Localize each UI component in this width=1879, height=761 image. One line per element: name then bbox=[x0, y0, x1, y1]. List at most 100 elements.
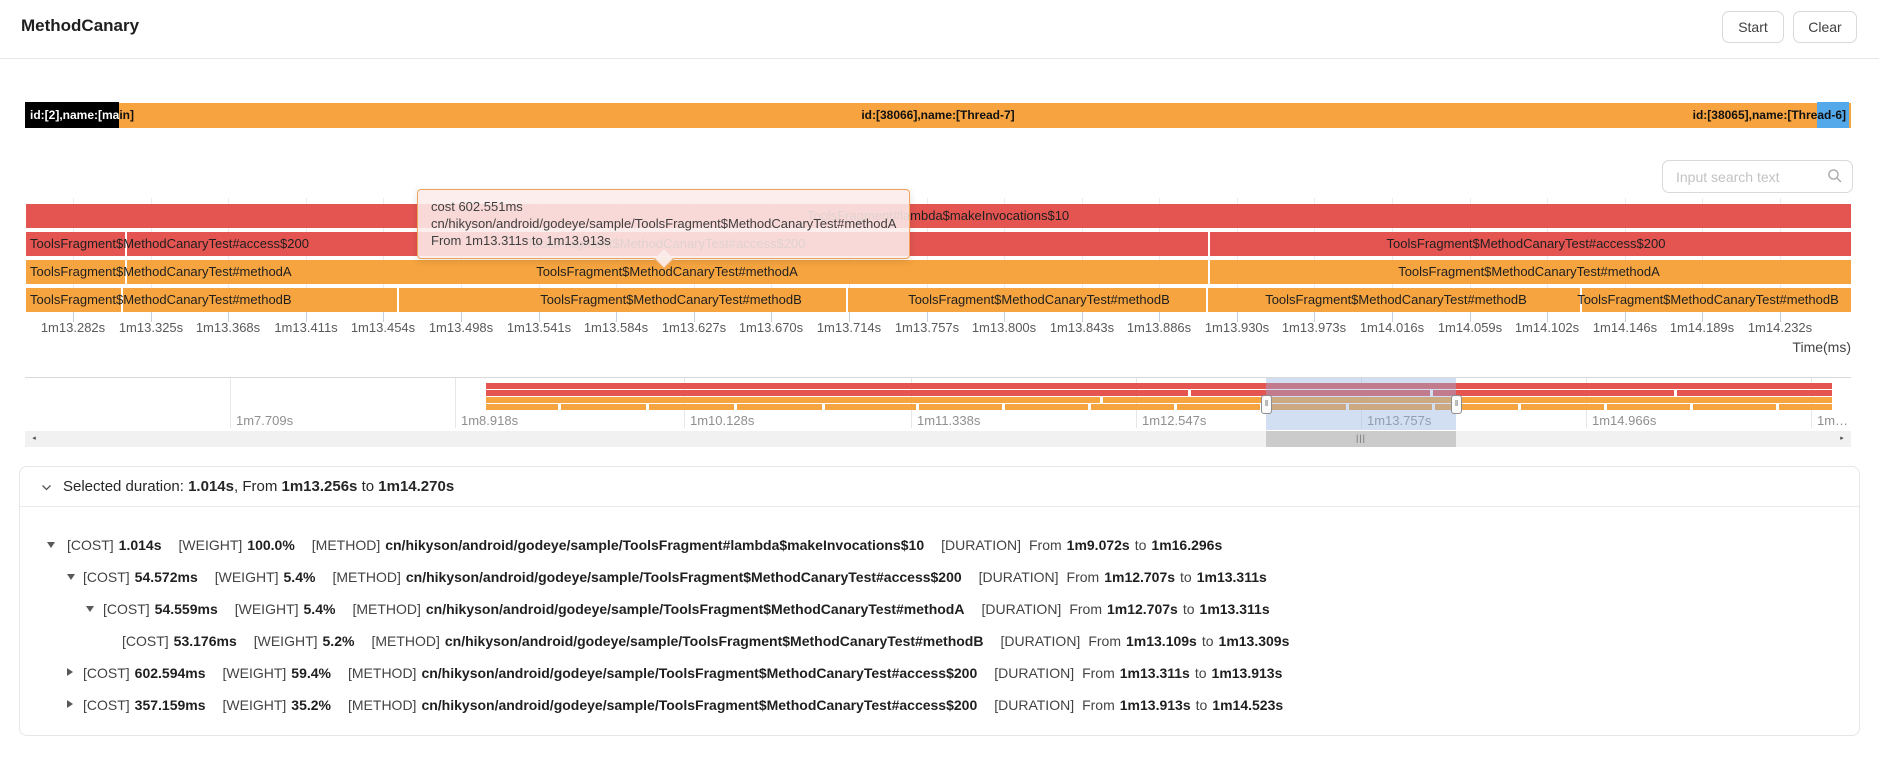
tree-row[interactable]: [COST] 357.159ms [WEIGHT] 35.2% [METHOD] cn/h… bbox=[20, 689, 1859, 721]
time-tick-label: 1m13.368s bbox=[195, 320, 261, 335]
method-label: [METHOD] bbox=[332, 569, 401, 585]
flame-segment[interactable] bbox=[1582, 288, 1851, 312]
time-tick-label: 1m13.714s bbox=[816, 320, 882, 335]
time-tick-label: 1m14.189s bbox=[1669, 320, 1735, 335]
method-label: [METHOD] bbox=[371, 633, 440, 649]
from-word: From bbox=[1069, 601, 1102, 617]
time-tick-label: 1m13.930s bbox=[1204, 320, 1270, 335]
time-tick bbox=[1702, 309, 1703, 322]
thread-label-thread7[interactable]: id:[38066],name:[Thread-7] bbox=[861, 108, 1015, 122]
flame-segment[interactable] bbox=[1210, 260, 1851, 284]
thread6-blue-highlight: ad-6] bbox=[1817, 102, 1849, 128]
flame-segment-label: ToolsFragment$MethodCanaryTest#methodA bbox=[536, 264, 798, 279]
flame-segment-label: ToolsFragment$MethodCanaryTest#methodB bbox=[540, 292, 802, 307]
time-tick bbox=[849, 309, 850, 322]
time-tick bbox=[383, 309, 384, 322]
flame-segment[interactable] bbox=[399, 288, 846, 312]
time-tick bbox=[694, 309, 695, 322]
chevron-down-icon[interactable] bbox=[40, 481, 53, 494]
from-word: From bbox=[1028, 537, 1062, 553]
time-tick-label: 1m13.584s bbox=[583, 320, 649, 335]
thread-label-thread6[interactable]: id:[38065],name:[Thread-6] bbox=[1693, 102, 1849, 128]
cost-value: 53.176ms bbox=[173, 633, 237, 649]
time-tick-label: 1m14.059s bbox=[1437, 320, 1503, 335]
tooltip-method: cn/hikyson/android/godeye/sample/ToolsFr… bbox=[431, 216, 897, 231]
flame-segment[interactable] bbox=[1210, 232, 1851, 256]
duration-label: [DURATION] bbox=[1000, 633, 1081, 649]
to-value: 1m13.913s bbox=[1211, 665, 1283, 681]
flame-segment-label: ToolsFragment$MethodCanaryTest#access$20… bbox=[30, 236, 309, 251]
tree-row[interactable]: [COST] 54.572ms [WEIGHT] 5.4% [METHOD] cn/hik… bbox=[20, 561, 1859, 593]
search-box[interactable] bbox=[1662, 160, 1853, 193]
tree-row-text: [COST] 1.014s [WEIGHT] 100.0% [METHOD] cn/hik… bbox=[67, 529, 1227, 561]
collapse-arrow-icon[interactable] bbox=[67, 574, 75, 580]
collapse-arrow-icon[interactable] bbox=[86, 606, 94, 612]
clear-button[interactable]: Clear bbox=[1793, 11, 1857, 43]
expand-arrow-icon[interactable] bbox=[67, 700, 73, 708]
thread-bar[interactable]: id:[2],name:[main] id:[38066],name:[Thre… bbox=[25, 102, 1851, 128]
weight-value: 35.2% bbox=[291, 697, 331, 713]
thread-label-main[interactable]: id:[2],name:[main] bbox=[25, 102, 135, 128]
panel-header[interactable]: Selected duration: 1.014s, From 1m13.256… bbox=[20, 467, 1859, 507]
scrollbar-right-arrow[interactable]: ▸ bbox=[1840, 435, 1844, 442]
time-tick bbox=[306, 309, 307, 322]
to-word: to bbox=[1182, 601, 1195, 617]
to-word: to bbox=[1195, 697, 1208, 713]
start-button[interactable]: Start bbox=[1722, 11, 1784, 43]
search-icon[interactable] bbox=[1827, 168, 1843, 184]
cost-label: [COST] bbox=[83, 697, 130, 713]
time-tick bbox=[1470, 309, 1471, 322]
from-value: 1m12.707s bbox=[1104, 569, 1176, 585]
time-tick-label: 1m14.232s bbox=[1747, 320, 1813, 335]
search-input[interactable] bbox=[1674, 162, 1823, 191]
tree-row-text: [COST] 54.572ms [WEIGHT] 5.4% [METHOD] cn/hik… bbox=[83, 561, 1272, 593]
flame-segment-label: ToolsFragment$MethodCanaryTest#methodA bbox=[1398, 264, 1660, 279]
selection-right-handle[interactable]: ‖ bbox=[1451, 395, 1462, 414]
method-value: cn/hikyson/android/godeye/sample/ToolsFr… bbox=[421, 697, 978, 713]
time-tick-label: 1m13.325s bbox=[118, 320, 184, 335]
time-tick bbox=[1082, 309, 1083, 322]
tooltip-range: From 1m13.311s to 1m13.913s bbox=[431, 233, 611, 248]
tree-row-text: [COST] 357.159ms [WEIGHT] 35.2% [METHOD] cn/h… bbox=[83, 689, 1288, 721]
from-value: 1m13.913s bbox=[1119, 697, 1191, 713]
time-tick-label: 1m13.670s bbox=[738, 320, 804, 335]
flame-segment-label: ToolsFragment$MethodCanaryTest#methodB bbox=[30, 292, 292, 307]
cost-label: [COST] bbox=[83, 569, 130, 585]
flame-chart[interactable]: 1m13.282s 1m13.325s 1m13.368s 1m13.411s 1m13… bbox=[26, 0, 1851, 440]
method-value: cn/hikyson/android/godeye/sample/ToolsFr… bbox=[421, 665, 978, 681]
flame-segment[interactable] bbox=[123, 288, 397, 312]
expand-arrow-icon[interactable] bbox=[67, 668, 73, 676]
selected-duration-panel: Selected duration: 1.014s, From 1m13.256… bbox=[19, 466, 1860, 736]
time-tick-label: 1m13.843s bbox=[1049, 320, 1115, 335]
time-tick-label: 1m14.102s bbox=[1514, 320, 1580, 335]
scrollbar-left-arrow[interactable]: ◂ bbox=[32, 435, 36, 442]
flame-segment-label: ToolsFragment$MethodCanaryTest#methodB bbox=[1577, 292, 1839, 307]
flame-segment[interactable] bbox=[26, 204, 1851, 228]
tree-row[interactable]: [COST] 602.594ms [WEIGHT] 59.4% [METHOD] cn/h… bbox=[20, 657, 1859, 689]
tree-row[interactable]: [COST] 1.014s [WEIGHT] 100.0% [METHOD] cn/hik… bbox=[20, 529, 1859, 561]
to-value: 1m14.523s bbox=[1212, 697, 1284, 713]
flame-segment[interactable] bbox=[26, 288, 121, 312]
minimap-selection-window[interactable] bbox=[1266, 378, 1456, 430]
thread-main-tail: in] bbox=[119, 108, 135, 122]
tree-row[interactable]: [COST] 53.176ms [WEIGHT] 5.2% [METHOD] cn/hik… bbox=[20, 625, 1859, 657]
flame-segment[interactable] bbox=[26, 232, 125, 256]
weight-label: [WEIGHT] bbox=[222, 697, 287, 713]
method-value: cn/hikyson/android/godeye/sample/ToolsFr… bbox=[425, 601, 965, 617]
flame-segment[interactable] bbox=[848, 288, 1206, 312]
selection-left-handle[interactable]: ‖ bbox=[1261, 395, 1272, 414]
duration-label: [DURATION] bbox=[994, 665, 1075, 681]
method-label: [METHOD] bbox=[348, 697, 417, 713]
weight-value: 5.4% bbox=[303, 601, 336, 617]
collapse-arrow-icon[interactable] bbox=[47, 542, 55, 548]
flame-segment[interactable] bbox=[1208, 288, 1580, 312]
scrollbar-track[interactable] bbox=[25, 431, 1851, 447]
flame-segment-label: ToolsFragment$MethodCanaryTest#methodA bbox=[30, 264, 292, 279]
cost-value: 602.594ms bbox=[134, 665, 206, 681]
tree-row[interactable]: [COST] 54.559ms [WEIGHT] 5.4% [METHOD] cn/hik… bbox=[20, 593, 1859, 625]
time-tick-label: 1m14.146s bbox=[1592, 320, 1658, 335]
selected-duration-summary: Selected duration: 1.014s, From 1m13.256… bbox=[63, 467, 454, 507]
scrollbar-thumb[interactable]: ||| bbox=[1266, 431, 1456, 447]
flame-segment[interactable] bbox=[26, 260, 125, 284]
